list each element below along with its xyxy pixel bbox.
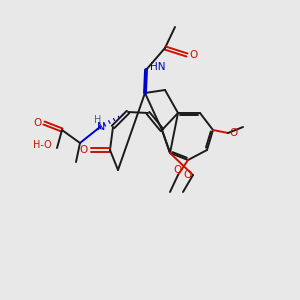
Text: O: O <box>184 170 192 180</box>
Text: HN: HN <box>150 62 166 72</box>
Text: O: O <box>33 118 41 128</box>
Text: O: O <box>80 145 88 155</box>
Text: H-O: H-O <box>33 140 52 150</box>
Text: O: O <box>190 50 198 60</box>
Text: O: O <box>229 128 237 138</box>
Text: H: H <box>94 115 102 125</box>
Text: N: N <box>97 122 105 132</box>
Text: O: O <box>174 165 182 175</box>
